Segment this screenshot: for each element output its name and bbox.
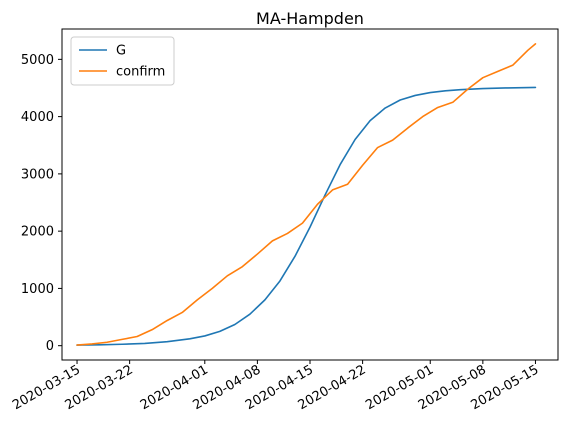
y-tick-label: 3000 (21, 167, 54, 182)
y-tick-label: 0 (46, 339, 54, 354)
y-tick-label: 1000 (21, 282, 54, 297)
y-tick-label: 4000 (21, 110, 54, 125)
y-axis: 0 1000 2000 3000 4000 5000 (21, 53, 62, 354)
series-line-G (76, 86, 537, 346)
legend-box (70, 36, 175, 86)
y-tick-label: 5000 (21, 53, 54, 68)
plot-lines (76, 43, 537, 346)
legend-label-G: G (116, 44, 126, 59)
y-tick-label: 2000 (21, 225, 54, 240)
legend-label-confirm: confirm (116, 65, 165, 80)
plot-frame (61, 28, 559, 361)
series-line-confirm (76, 43, 537, 346)
chart-title: MA-Hampden (256, 9, 364, 28)
